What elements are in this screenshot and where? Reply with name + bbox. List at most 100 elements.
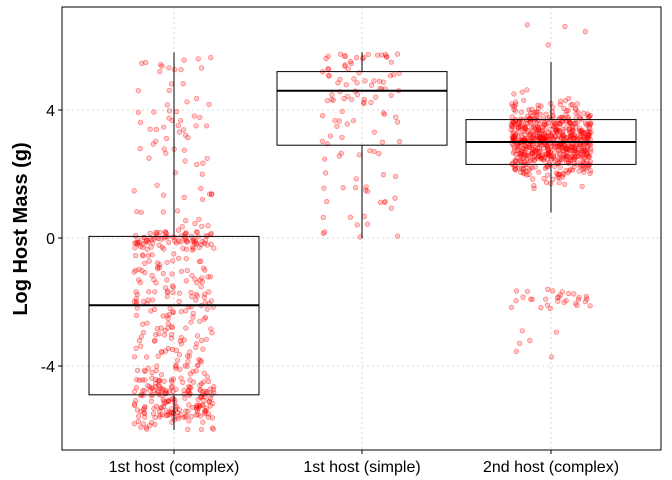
data-point (199, 196, 206, 202)
data-point (183, 408, 189, 414)
data-point (161, 246, 167, 252)
y-axis-title: Log Host Mass (g) (10, 142, 32, 315)
data-point (393, 173, 399, 179)
data-point (180, 80, 186, 87)
data-point (345, 66, 351, 72)
data-point (515, 128, 522, 134)
data-point (141, 388, 147, 394)
data-point (321, 185, 327, 191)
data-point (397, 138, 403, 145)
data-point (396, 70, 402, 76)
data-point (320, 112, 326, 119)
data-point (365, 221, 371, 227)
data-point (160, 313, 166, 319)
data-point (204, 155, 210, 161)
data-point (582, 29, 588, 35)
data-point (175, 208, 181, 214)
data-point (577, 134, 583, 140)
data-point (574, 101, 580, 107)
data-point (143, 59, 149, 66)
data-point (563, 111, 569, 118)
data-point (205, 223, 211, 229)
data-point (357, 234, 363, 240)
data-point (159, 405, 165, 411)
data-point (383, 53, 390, 60)
data-point (198, 185, 204, 192)
data-point (166, 65, 172, 71)
data-point (157, 68, 163, 75)
data-point (562, 98, 569, 104)
data-point (576, 168, 582, 174)
data-point (204, 123, 210, 129)
data-point (545, 164, 551, 170)
data-point (178, 335, 184, 341)
data-point (160, 209, 166, 215)
data-point (575, 109, 581, 116)
data-point (338, 51, 344, 57)
data-point (531, 149, 537, 155)
data-point (347, 58, 354, 65)
data-point (139, 252, 145, 258)
data-point (528, 296, 534, 302)
data-point (587, 154, 593, 160)
data-point (207, 403, 213, 409)
data-point (350, 118, 357, 124)
data-point (327, 133, 334, 139)
data-point (166, 239, 172, 246)
data-point (148, 398, 154, 404)
data-point (371, 148, 377, 154)
data-point (158, 62, 164, 68)
data-point (182, 158, 188, 164)
data-point (511, 91, 517, 97)
data-point (161, 398, 167, 404)
data-point (571, 164, 577, 170)
data-point (183, 246, 189, 252)
data-point (190, 314, 196, 320)
data-point (202, 267, 208, 273)
data-point (547, 305, 553, 312)
data-point (131, 188, 137, 194)
data-point (395, 233, 401, 239)
data-point (176, 290, 183, 296)
data-point (543, 121, 549, 128)
data-point (208, 326, 214, 332)
data-point (184, 99, 190, 105)
data-point (565, 170, 571, 176)
y-tick-label: 0 (46, 231, 55, 248)
data-point (548, 132, 554, 138)
data-point (367, 148, 373, 154)
data-point (175, 122, 181, 129)
data-point (181, 147, 187, 153)
data-point (164, 259, 170, 265)
data-point (584, 122, 590, 128)
data-point (548, 354, 555, 360)
data-point (171, 309, 177, 316)
data-point (529, 124, 535, 130)
data-point (544, 172, 551, 178)
data-point (173, 363, 179, 370)
data-point (526, 144, 532, 150)
data-point (163, 408, 169, 414)
data-point (388, 59, 395, 65)
data-point (183, 218, 189, 224)
data-point (361, 213, 368, 219)
data-point (147, 126, 153, 132)
data-point (362, 78, 368, 84)
data-point (186, 402, 192, 408)
data-point (183, 256, 189, 262)
data-point (531, 185, 537, 192)
data-point (588, 149, 594, 155)
data-point (178, 412, 184, 418)
data-point (166, 108, 173, 114)
data-point (528, 110, 534, 116)
data-point (132, 354, 138, 360)
data-point (354, 54, 360, 61)
data-point (206, 289, 212, 295)
data-point (323, 170, 329, 176)
data-point (365, 51, 371, 57)
data-point (583, 158, 590, 164)
data-point (329, 96, 335, 103)
data-point (560, 171, 566, 177)
data-point (145, 252, 151, 258)
data-point (336, 153, 342, 159)
